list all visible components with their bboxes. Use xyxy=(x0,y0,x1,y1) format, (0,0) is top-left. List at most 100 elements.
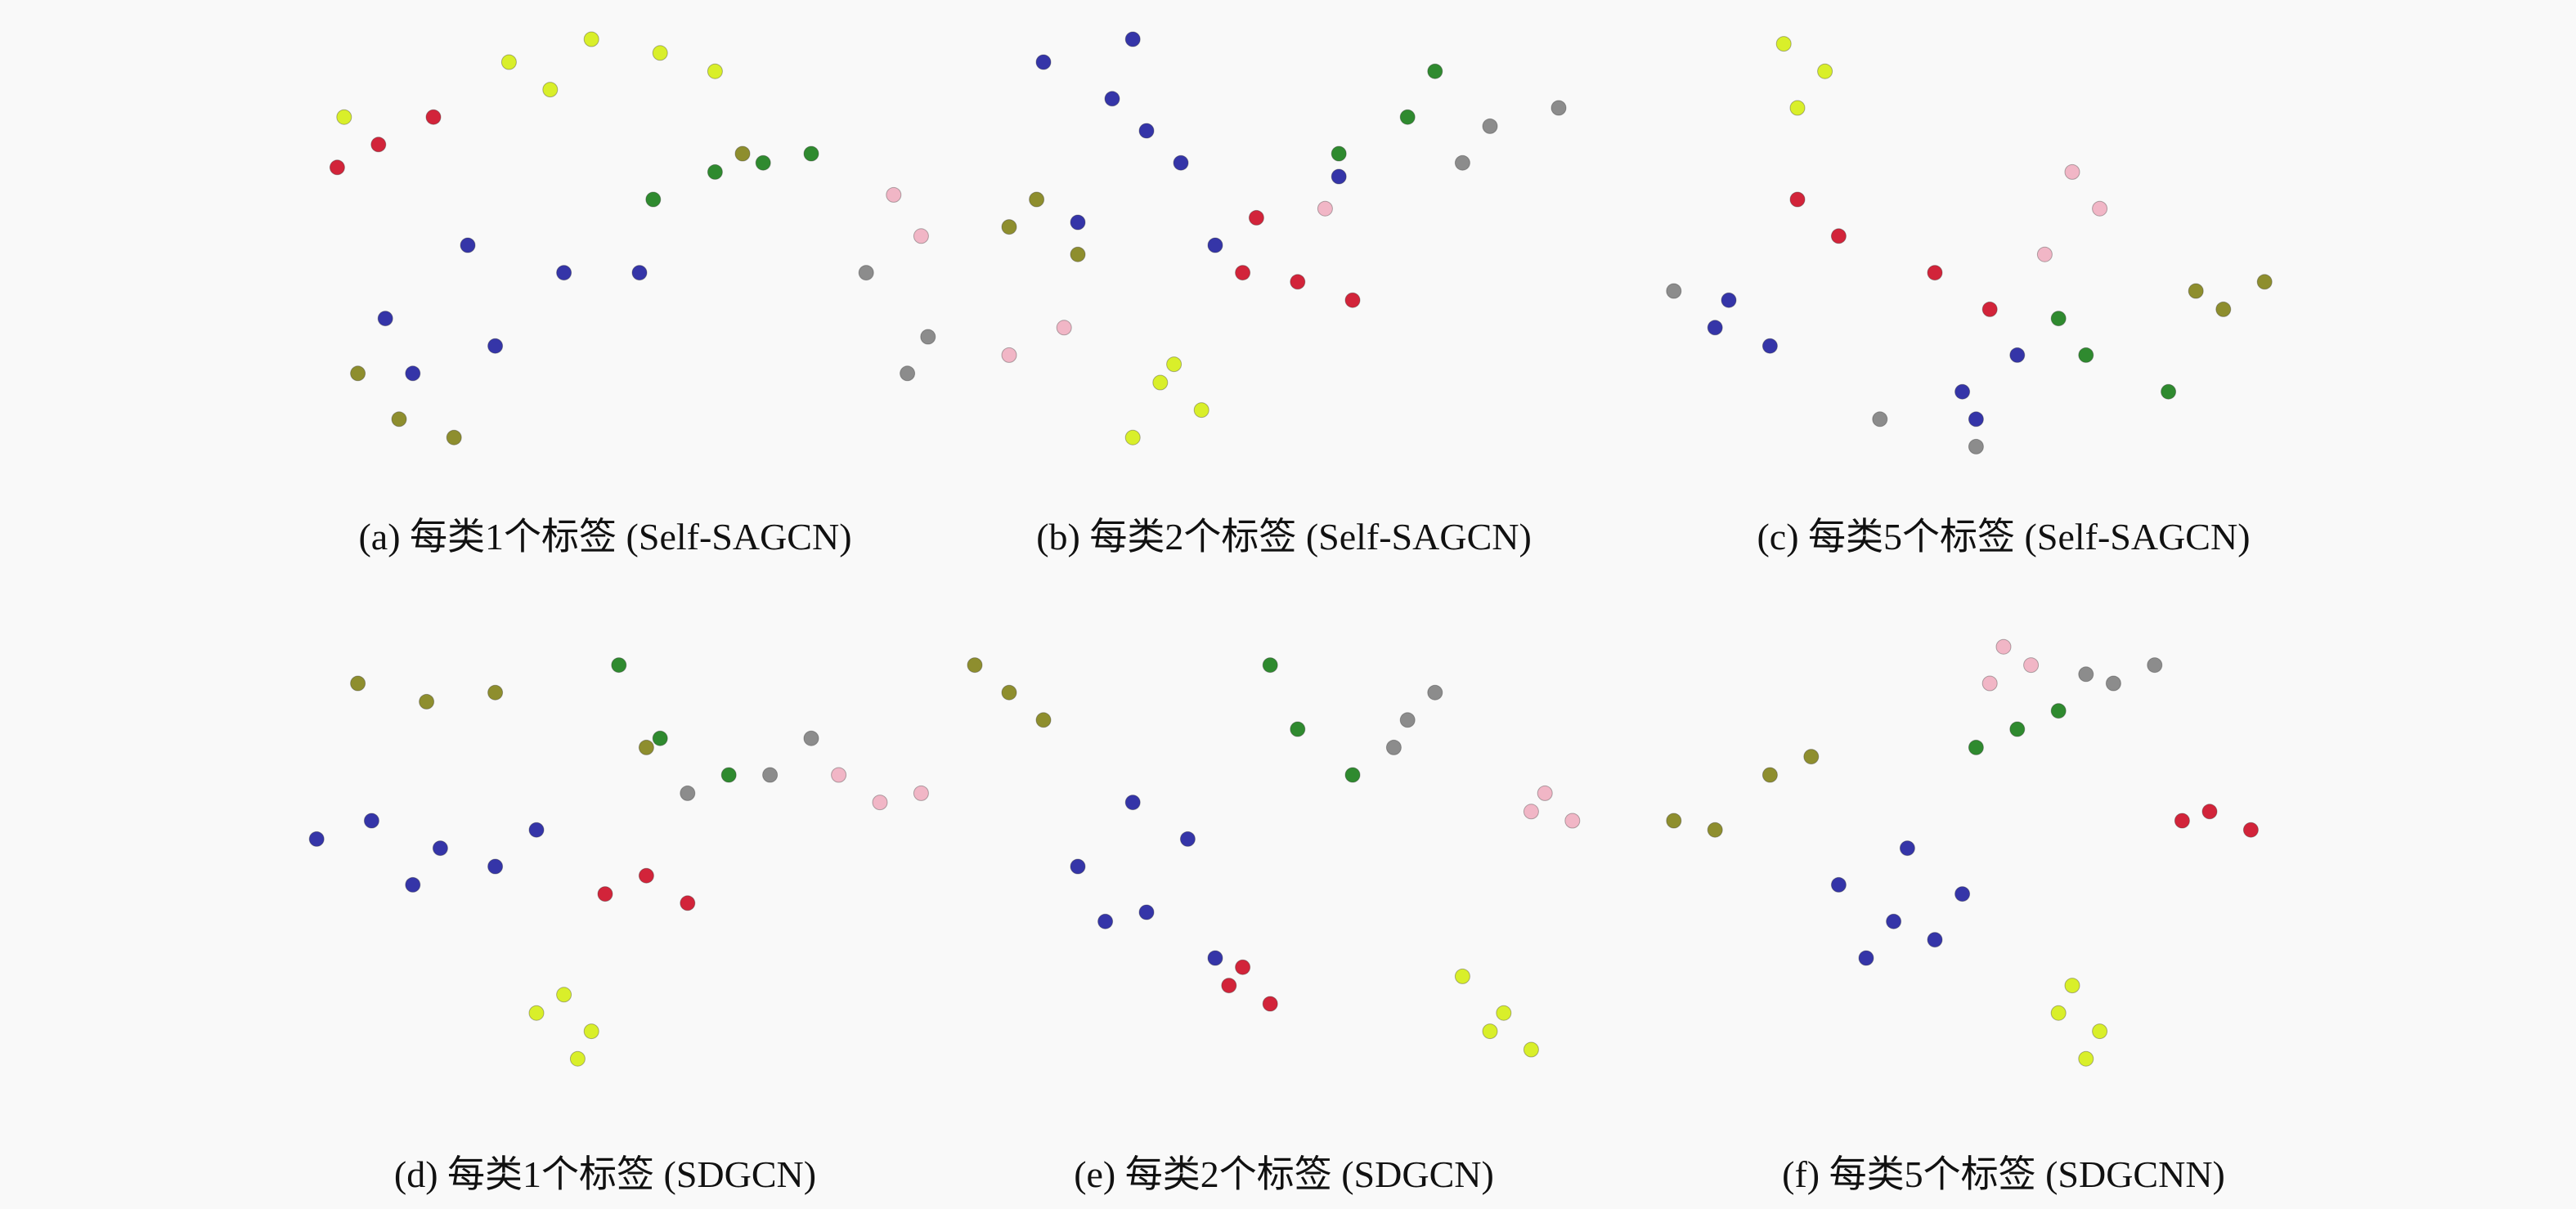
panel-caption: (f) 每类5个标签 (SDGCNN) xyxy=(1782,1153,2225,1195)
scatter-point-green xyxy=(1427,63,1443,79)
scatter-point-blue xyxy=(1179,831,1196,847)
scatter-plot xyxy=(329,31,936,446)
scatter-point-blue xyxy=(308,831,325,847)
scatter-point-blue xyxy=(487,858,504,875)
scatter-point-green xyxy=(1331,146,1347,162)
scatter-point-yellow xyxy=(707,63,723,79)
scatter-point-gray xyxy=(2105,675,2121,692)
scatter-point-green xyxy=(707,163,723,180)
scatter-point-pink xyxy=(1056,320,1072,336)
scatter-point-blue xyxy=(1968,411,1984,428)
scatter-point-blue xyxy=(1035,54,1052,70)
scatter-point-red xyxy=(329,159,345,176)
scatter-point-red xyxy=(1927,265,1943,281)
scatter-point-olive xyxy=(1803,749,1820,765)
scatter-point-gray xyxy=(920,329,936,345)
panel-caption: (e) 每类2个标签 (SDGCN) xyxy=(1074,1153,1494,1195)
scatter-point-red xyxy=(1221,978,1237,994)
scatter-point-blue xyxy=(1899,840,1915,857)
scatter-point-gray xyxy=(1385,739,1402,755)
scatter-point-gray xyxy=(803,730,819,746)
scatter-point-green xyxy=(1968,739,1984,755)
scatter-point-yellow xyxy=(500,54,517,70)
scatter-point-green xyxy=(652,730,668,746)
scatter-plot xyxy=(308,657,929,1067)
scatter-point-blue xyxy=(556,265,572,281)
scatter-point-green xyxy=(720,767,737,783)
scatter-point-pink xyxy=(2023,657,2040,674)
scatter-point-blue xyxy=(1954,383,1971,400)
scatter-point-yellow xyxy=(528,1005,545,1021)
scatter-point-olive xyxy=(2256,274,2273,290)
scatter-point-gray xyxy=(1482,118,1498,134)
scatter-point-pink xyxy=(2036,246,2053,262)
scatter-point-yellow xyxy=(1775,36,1792,52)
scatter-point-red xyxy=(1262,996,1278,1012)
scatter-point-blue xyxy=(1138,123,1155,139)
scatter-point-gray xyxy=(1551,100,1567,116)
scatter-point-red xyxy=(2242,822,2259,838)
scatter-point-olive xyxy=(1070,246,1086,262)
scatter-point-yellow xyxy=(1152,374,1169,391)
scatter-point-yellow xyxy=(336,109,352,125)
scatter-point-blue xyxy=(631,265,648,281)
scatter-point-pink xyxy=(872,795,888,811)
scatter-point-olive xyxy=(350,675,366,692)
scatter-point-gray xyxy=(1968,438,1984,454)
scatter-point-red xyxy=(1981,301,1998,317)
scatter-point-red xyxy=(1235,959,1251,975)
scatter-point-green xyxy=(1344,767,1361,783)
scatter-point-yellow xyxy=(2050,1005,2067,1021)
scatter-point-yellow xyxy=(556,987,572,1003)
scatter-point-pink xyxy=(1001,347,1017,363)
scatter-point-green xyxy=(2161,383,2177,400)
scatter-point-gray xyxy=(1666,283,1682,299)
scatter-point-gray xyxy=(1872,411,1888,428)
scatter-plot xyxy=(1666,36,2273,454)
scatter-point-blue xyxy=(1886,913,1902,929)
scatter-point-gray xyxy=(762,767,779,783)
scatter-point-olive xyxy=(1707,822,1723,838)
scatter-point-blue xyxy=(405,365,421,382)
scatter-point-olive xyxy=(1001,219,1017,235)
scatter-point-blue xyxy=(1721,292,1737,308)
scatter-plot xyxy=(1666,638,2259,1067)
scatter-point-pink xyxy=(913,785,929,801)
scatter-point-gray xyxy=(900,365,916,382)
scatter-point-blue xyxy=(1124,31,1141,47)
scatter-point-green xyxy=(803,146,819,162)
scatter-point-blue xyxy=(1207,237,1223,253)
scatter-point-olive xyxy=(1666,813,1682,829)
panel-caption: (d) 每类1个标签 (SDGCN) xyxy=(393,1153,817,1195)
scatter-point-blue xyxy=(1173,154,1189,171)
scatter-point-green xyxy=(611,657,627,674)
scatter-plot xyxy=(1001,31,1567,446)
scatter-point-gray xyxy=(1399,712,1416,728)
scatter-point-pink xyxy=(2064,163,2080,180)
scatter-point-red xyxy=(2174,813,2190,829)
scatter-point-blue xyxy=(1070,858,1086,875)
panel-caption: (b) 每类2个标签 (Self-SAGCN) xyxy=(1036,516,1532,557)
scatter-point-red xyxy=(1789,191,1806,208)
scatter-point-yellow xyxy=(1454,968,1470,984)
scatter-point-green xyxy=(2050,311,2067,327)
scatter-point-green xyxy=(2009,721,2026,737)
scatter-point-pink xyxy=(1564,813,1581,829)
scatter-point-pink xyxy=(1537,785,1553,801)
scatter-point-blue xyxy=(377,311,393,327)
scatter-point-blue xyxy=(1707,320,1723,336)
scatter-point-olive xyxy=(446,429,462,446)
scatter-point-yellow xyxy=(583,31,599,47)
scatter-point-gray xyxy=(1454,154,1470,171)
scatter-point-olive xyxy=(487,684,504,701)
scatter-point-olive xyxy=(734,146,751,162)
panel-caption: (a) 每类1个标签 (Self-SAGCN) xyxy=(358,516,852,557)
scatter-point-blue xyxy=(1207,950,1223,966)
scatter-point-yellow xyxy=(542,82,559,98)
scatter-point-pink xyxy=(831,767,847,783)
scatter-point-olive xyxy=(2188,283,2204,299)
scatter-point-red xyxy=(597,886,613,902)
scatter-point-yellow xyxy=(1496,1005,1512,1021)
scatter-point-olive xyxy=(967,657,983,674)
scatter-point-blue xyxy=(1124,795,1141,811)
